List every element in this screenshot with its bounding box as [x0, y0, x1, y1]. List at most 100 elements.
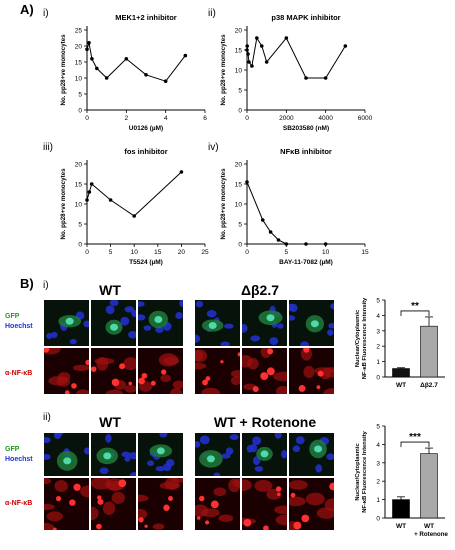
stain-spot	[303, 348, 310, 353]
gfp-hoechst-image	[91, 300, 136, 346]
stain-spot	[293, 521, 302, 530]
x-tick-label: 2000	[279, 115, 294, 122]
data-point	[183, 53, 188, 58]
stain-blob	[138, 494, 149, 502]
stain-spot	[71, 383, 77, 389]
gfp-label-1: GFP	[5, 313, 20, 320]
stain-blob	[123, 357, 136, 371]
nucleus-blob	[124, 306, 135, 313]
y-tick-label: 5	[376, 298, 380, 305]
nfkb-image	[91, 478, 136, 530]
gfp-hoechst-image	[289, 300, 334, 346]
panel-b-sub-ii: ii)	[43, 412, 51, 423]
stain-spot	[69, 499, 76, 506]
cell-nucleus	[206, 455, 215, 463]
stain-blob	[242, 479, 252, 491]
chart-title: MEK1+2 inhibitor	[115, 13, 177, 22]
nucleus-blob	[292, 445, 301, 453]
data-point	[245, 44, 249, 48]
stain-spot	[128, 381, 133, 386]
stain-blob	[242, 355, 253, 368]
stain-blob	[170, 387, 183, 394]
stain-blob	[91, 478, 112, 490]
x-tick-label: 5	[285, 249, 289, 256]
stain-blob	[289, 480, 308, 490]
x-tick-label: 0	[245, 249, 249, 256]
x-axis-label: T5524 (µM)	[129, 259, 163, 266]
gfp-hoechst-image	[289, 433, 334, 476]
nfkb-image	[44, 348, 89, 394]
x-tick-label: 6	[203, 115, 207, 122]
x-tick-label: WT	[396, 382, 406, 389]
nucleus-blob	[105, 305, 115, 315]
y-tick-label: 25	[75, 28, 83, 35]
stain-spot	[237, 352, 240, 357]
significance-label: **	[411, 301, 419, 312]
x-tick-label: 15	[154, 249, 162, 256]
data-point	[255, 36, 259, 40]
nucleus-blob	[328, 322, 334, 329]
nucleus-blob	[53, 433, 62, 440]
y-tick-label: 3	[376, 328, 380, 335]
hoechst-label-2: Hoechst	[5, 456, 33, 463]
panel-b-label: B)	[20, 276, 34, 291]
stain-blob	[305, 492, 325, 506]
gfp-hoechst-image	[138, 300, 183, 346]
nfkb-image	[242, 478, 287, 530]
stain-blob	[289, 496, 306, 507]
data-point	[95, 66, 99, 71]
x-tick-label: Δβ2.7	[420, 382, 438, 389]
nucleus-blob	[315, 464, 323, 473]
chart-3-number: iii)	[43, 142, 53, 153]
data-point	[323, 76, 328, 80]
data-point	[245, 48, 249, 52]
hoechst-label-1: Hoechst	[5, 323, 33, 330]
stain-spot	[263, 525, 269, 530]
stain-spot	[275, 486, 282, 492]
y-tick-label: 10	[235, 68, 243, 75]
data-point	[163, 79, 168, 83]
stain-spot	[97, 498, 104, 505]
gfp-hoechst-image	[242, 433, 287, 476]
y-tick-label: 0	[376, 375, 380, 382]
x-tick-label: 0	[85, 115, 89, 122]
y-tick-label: 15	[235, 182, 243, 189]
data-point	[284, 242, 289, 246]
y-tick-label: 10	[235, 202, 243, 209]
stain-spot	[316, 385, 321, 390]
data-point	[85, 47, 89, 51]
stain-spot	[205, 376, 211, 381]
chart-fos-inhibitor: fos inhibitor 0 5 10 15 20 0 5 10 15 20 25 T5524 (µM…	[60, 147, 209, 266]
stain-blob	[303, 365, 315, 379]
stain-blob	[105, 389, 124, 394]
bar-chart-row2: 0 1 2 3 4 5 Nuclear/Cytoplasmic NF-κB Fluoresce…	[355, 424, 448, 539]
stain-blob	[160, 374, 172, 383]
nucleus-blob	[159, 433, 168, 438]
data-point	[264, 60, 269, 64]
stain-spot	[52, 527, 57, 530]
y-tick-label: 2	[376, 344, 380, 351]
stain-blob	[91, 506, 99, 521]
x-tick-label: 15	[361, 249, 369, 256]
bar	[420, 325, 438, 378]
stain-blob	[138, 508, 148, 520]
x-axis-label: BAY-11-7082 (µM)	[279, 259, 333, 266]
stain-spot	[161, 369, 167, 375]
stain-blob	[159, 481, 181, 490]
y-tick-label: 15	[75, 60, 83, 67]
chart-2-number: ii)	[208, 8, 216, 19]
series-line	[86, 171, 182, 217]
stain-spot	[290, 492, 296, 498]
row1-right-condition: Δβ2.7	[240, 282, 280, 298]
cell-nucleus	[110, 323, 119, 331]
nucleus-blob	[250, 443, 258, 453]
stain-spot	[266, 367, 275, 376]
y-tick-label: 0	[238, 108, 242, 115]
cell-nucleus	[260, 450, 269, 458]
gfp-hoechst-image	[44, 300, 89, 346]
stain-spot	[97, 495, 102, 500]
row2-right-condition: WT + Rotenone	[213, 414, 317, 430]
stain-blob	[72, 364, 89, 372]
nucleus-blob	[269, 337, 279, 346]
stain-blob	[314, 367, 334, 375]
